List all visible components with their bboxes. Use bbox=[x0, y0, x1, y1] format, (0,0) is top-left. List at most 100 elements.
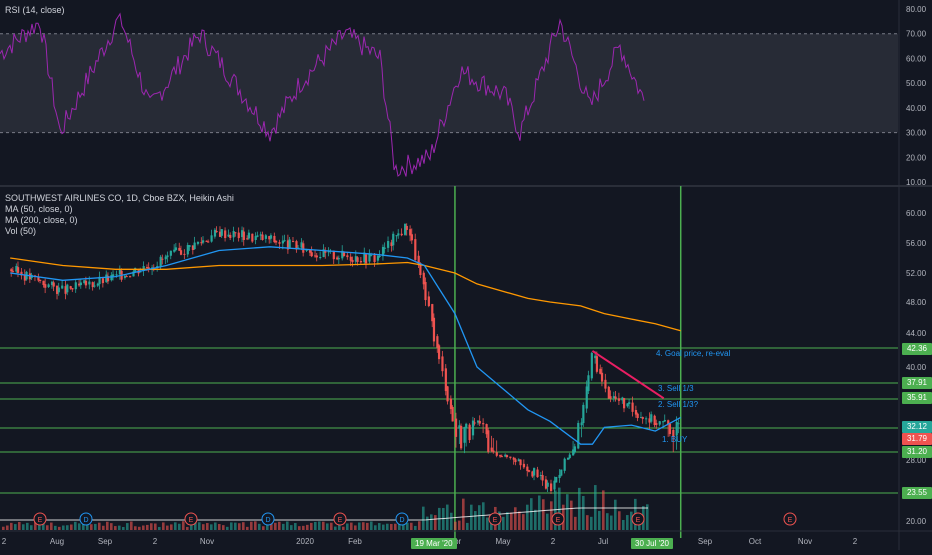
volume-bar bbox=[294, 523, 297, 530]
volume-bar bbox=[450, 512, 453, 530]
candle-body bbox=[622, 398, 626, 409]
candle-body bbox=[492, 450, 495, 453]
volume-bar bbox=[618, 511, 621, 530]
candle-body bbox=[500, 456, 503, 458]
candle-body bbox=[346, 255, 349, 258]
volume-bar bbox=[166, 525, 169, 530]
volume-bar bbox=[246, 526, 249, 530]
volume-bar bbox=[138, 526, 141, 530]
volume-bar bbox=[234, 522, 237, 530]
candle-body bbox=[297, 247, 300, 249]
rsi-tick-label: 80.00 bbox=[906, 5, 927, 14]
date-marker-start: 19 Mar '20 bbox=[411, 538, 457, 549]
candle-body bbox=[395, 235, 398, 237]
candle-body bbox=[300, 242, 303, 248]
price-tick-label: 44.00 bbox=[906, 329, 927, 338]
event-marker bbox=[333, 512, 347, 526]
candle-body bbox=[662, 421, 665, 423]
volume-bar bbox=[474, 511, 477, 530]
candle-body bbox=[241, 230, 244, 237]
candle-body bbox=[93, 285, 96, 287]
event-marker bbox=[184, 512, 198, 526]
volume-bar bbox=[582, 495, 585, 530]
volume-bar bbox=[154, 523, 157, 530]
level-label-buy: 1. BUY bbox=[662, 435, 688, 444]
candle-body bbox=[39, 279, 42, 281]
candle-body bbox=[183, 253, 186, 255]
volume-bar bbox=[290, 525, 293, 530]
candle-body bbox=[215, 231, 218, 233]
volume-bar bbox=[466, 522, 469, 530]
candle-body bbox=[437, 345, 441, 360]
event-marker-label: E bbox=[189, 517, 194, 524]
price-tick-label: 52.00 bbox=[906, 269, 927, 278]
event-marker bbox=[783, 512, 797, 526]
rsi-legend: RSI (14, close) bbox=[5, 5, 65, 16]
volume-bar bbox=[218, 524, 221, 530]
volume-bar bbox=[14, 524, 17, 530]
volume-bar bbox=[66, 525, 69, 530]
rsi-tick-label: 50.00 bbox=[906, 79, 927, 88]
candle-body bbox=[210, 235, 213, 242]
volume-bar bbox=[386, 523, 389, 530]
candle-body bbox=[254, 236, 257, 240]
candle-body bbox=[200, 242, 203, 244]
candle-body bbox=[224, 230, 227, 239]
candle-body bbox=[432, 317, 436, 342]
volume-bar bbox=[578, 487, 581, 530]
candle-body bbox=[544, 479, 548, 489]
price-tick-label: 60.00 bbox=[906, 209, 927, 218]
volume-bar bbox=[366, 522, 369, 530]
volume-bar bbox=[74, 521, 77, 530]
event-marker-label: E bbox=[636, 517, 641, 524]
candle-body bbox=[636, 413, 639, 419]
volume-bar bbox=[206, 523, 209, 530]
candle-body bbox=[572, 449, 575, 456]
candle-body bbox=[308, 250, 312, 253]
event-marker bbox=[395, 512, 409, 526]
rsi-tick-label: 70.00 bbox=[906, 30, 927, 39]
candle-body bbox=[57, 287, 60, 293]
candle-body bbox=[566, 457, 570, 460]
volume-bar bbox=[46, 525, 49, 530]
volume-bar bbox=[570, 500, 573, 530]
candle-body bbox=[639, 417, 643, 419]
candle-body bbox=[88, 281, 91, 285]
event-marker bbox=[79, 512, 93, 526]
volume-bar bbox=[122, 526, 125, 530]
candle-body bbox=[118, 269, 122, 275]
candle-body bbox=[590, 352, 593, 379]
candle-body bbox=[332, 250, 335, 260]
candle-body bbox=[648, 418, 651, 423]
volume-bar bbox=[262, 526, 265, 530]
volume-bar bbox=[414, 525, 417, 530]
volume-bar bbox=[518, 511, 521, 530]
volume-bar bbox=[522, 514, 525, 530]
candle-body bbox=[373, 255, 376, 263]
candle-body bbox=[342, 252, 346, 257]
time-tick-label: Nov bbox=[200, 537, 214, 546]
volume-bar bbox=[26, 522, 29, 530]
volume-bar bbox=[34, 521, 37, 530]
candle-body bbox=[473, 422, 476, 424]
rsi-tick-label: 20.00 bbox=[906, 153, 927, 162]
event-marker-label: E bbox=[38, 517, 43, 524]
candle-body bbox=[582, 404, 585, 424]
volume-bar bbox=[142, 525, 145, 530]
time-tick-label: Aug bbox=[50, 537, 64, 546]
volume-bar bbox=[162, 522, 165, 530]
candle-body bbox=[363, 252, 366, 263]
volume-bar bbox=[346, 523, 349, 530]
candle-body bbox=[52, 282, 55, 287]
volume-bar bbox=[334, 526, 337, 530]
candle-body bbox=[178, 247, 181, 251]
volume-bar bbox=[266, 523, 269, 530]
candle-body bbox=[509, 456, 512, 458]
candle-body bbox=[16, 267, 20, 273]
volume-bar bbox=[482, 502, 485, 530]
volume-bar bbox=[214, 522, 217, 530]
volume-bar bbox=[646, 504, 649, 530]
price-tag-37-91: 37.91 bbox=[902, 377, 932, 389]
